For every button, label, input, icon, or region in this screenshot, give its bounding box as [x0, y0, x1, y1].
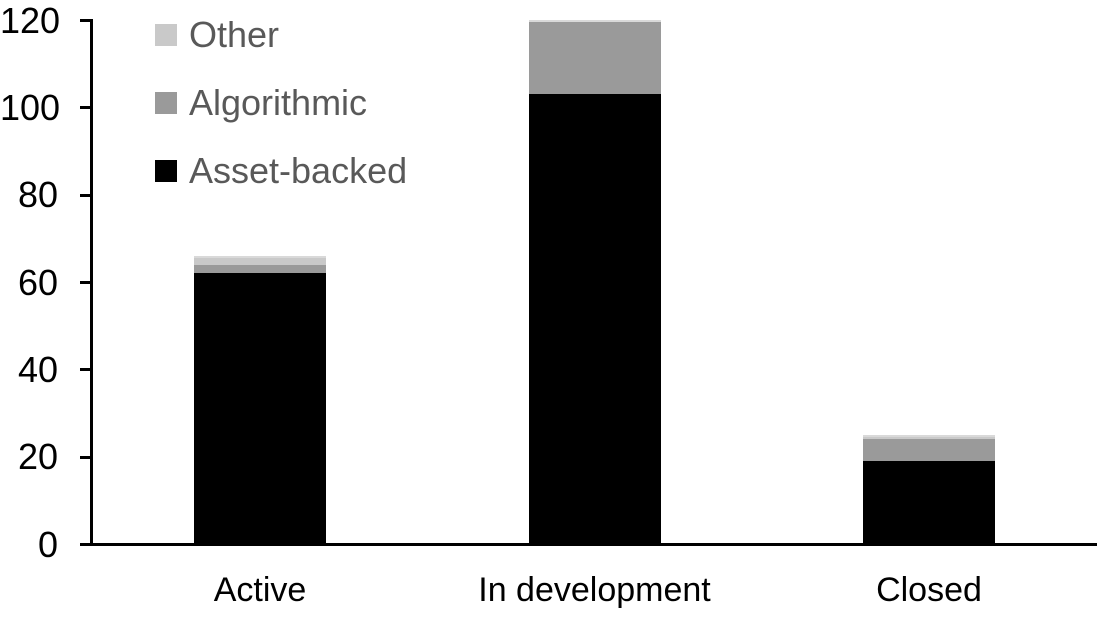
y-axis-tick-mark — [80, 543, 93, 546]
legend-item-algorithmic: Algorithmic — [155, 82, 407, 123]
legend-label-other: Other — [189, 14, 280, 55]
legend-swatch-algorithmic-icon — [155, 92, 177, 114]
category-label-closed: Closed — [876, 571, 982, 609]
legend: Other Algorithmic Asset-backed — [155, 14, 407, 228]
bar-segment-other — [194, 255, 326, 265]
legend-item-asset-backed: Asset-backed — [155, 150, 407, 191]
y-tick-label: 40 — [17, 348, 58, 390]
y-tick-label: 0 — [37, 523, 58, 565]
y-axis-tick-mark — [80, 281, 93, 284]
category-label-active: Active — [213, 571, 307, 609]
y-tick-label: 60 — [17, 261, 58, 303]
bar-segment-other — [863, 434, 995, 440]
y-tick-label: 100 — [0, 86, 61, 128]
bar-closed — [863, 0, 995, 544]
y-axis-tick-mark — [80, 106, 93, 110]
bar-segment-asset-backed — [863, 461, 995, 544]
bar-active — [194, 0, 326, 544]
legend-swatch-asset-backed-icon — [155, 160, 177, 182]
y-tick-label: 20 — [17, 436, 58, 478]
y-axis-tick-mark — [80, 19, 93, 22]
bar-segment-asset-backed — [194, 273, 326, 544]
bar-in-development — [528, 0, 661, 544]
x-axis-line — [90, 543, 1097, 546]
y-axis-tick-mark — [80, 193, 93, 197]
legend-label-asset-backed: Asset-backed — [189, 150, 408, 191]
legend-label-algorithmic: Algorithmic — [189, 82, 368, 123]
bar-segment-algorithmic — [194, 264, 326, 274]
bar-segment-algorithmic — [863, 439, 995, 462]
y-tick-label: 80 — [17, 174, 58, 216]
category-label-in-development: In development — [478, 571, 711, 609]
legend-swatch-other-icon — [155, 24, 177, 46]
y-tick-label: 120 — [0, 0, 61, 41]
legend-item-other: Other — [155, 14, 407, 55]
y-axis-tick-mark — [80, 368, 93, 372]
bar-segment-algorithmic — [528, 20, 661, 95]
bar-segment-asset-backed — [528, 94, 661, 544]
y-axis-tick-mark — [80, 455, 93, 459]
